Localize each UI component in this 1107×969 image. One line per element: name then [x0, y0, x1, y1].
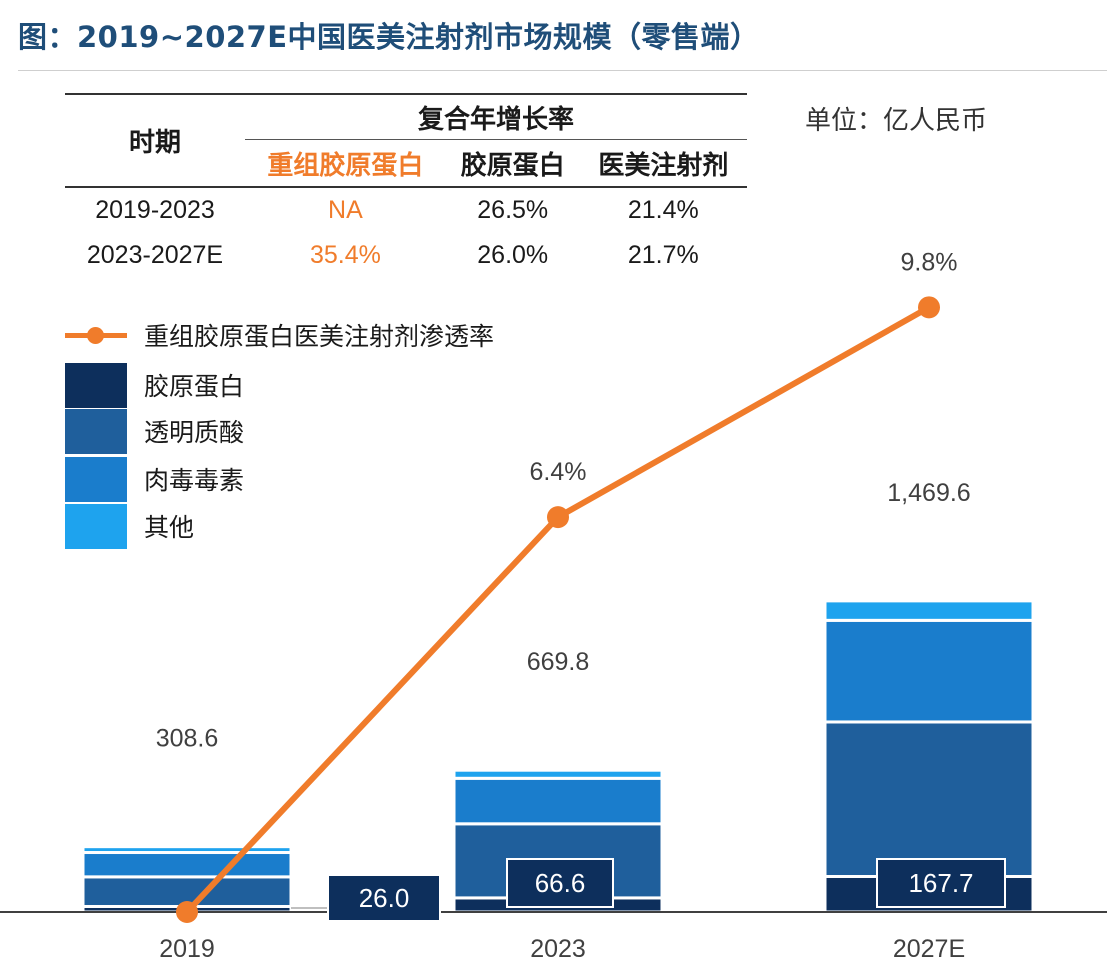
chart-title: 图：2019~2027E中国医美注射剂市场规模（零售端） — [18, 20, 760, 54]
row-period: 2023-2027E — [86, 241, 224, 269]
cagr-table: 时期 复合年增长率 重组胶原蛋白 胶原蛋白 医美注射剂 2019-2023 NA… — [65, 93, 747, 278]
collagen-value-label: 66.6 — [535, 868, 586, 898]
col-header-recombinant-collagen: 重组胶原蛋白 — [245, 139, 446, 188]
penetration-rate-point — [547, 506, 569, 529]
table-row: 2019-2023 NA 26.5% 21.4% — [65, 187, 747, 233]
legend-label: 重组胶原蛋白医美注射剂渗透率 — [144, 322, 495, 351]
penetration-rate-label: 6.4% — [530, 458, 587, 486]
collagen-value-box — [876, 858, 1006, 908]
cagr-recombinant-collagen: 35.4% — [309, 241, 381, 269]
bar-segment-other — [452, 768, 664, 780]
legend-item-collagen: 胶原蛋白 — [65, 362, 244, 408]
cagr-collagen: 26.5% — [477, 196, 549, 224]
cagr-recombinant-collagen: NA — [328, 196, 363, 224]
legend-swatch-other — [65, 503, 127, 549]
x-tick-label: 2019 — [159, 935, 215, 963]
collagen-value-box — [327, 874, 441, 922]
bar-segment-other — [823, 599, 1035, 622]
legend-item-botulinum: 肉毒毒素 — [65, 456, 244, 502]
penetration-rate-label: 9.8% — [901, 248, 958, 276]
line-marker-icon — [65, 312, 127, 358]
total-label: 669.8 — [527, 648, 590, 676]
col-header-injectables: 医美注射剂 — [579, 139, 747, 188]
x-tick-label: 2023 — [530, 935, 586, 963]
legend-label: 胶原蛋白 — [144, 372, 245, 401]
penetration-rate-point — [918, 296, 940, 319]
penetration-rate-point — [176, 901, 198, 923]
legend-item-hyaluronic: 透明质酸 — [65, 408, 244, 454]
total-label: 1,469.6 — [887, 479, 970, 507]
legend-item-penetration-rate: 重组胶原蛋白医美注射剂渗透率 — [65, 312, 494, 358]
legend-item-other: 其他 — [65, 503, 194, 549]
collagen-value-box — [506, 858, 614, 908]
bar-segment-botulinum — [81, 851, 293, 879]
table-row: 2023-2027E 35.4% 26.0% 21.7% — [65, 233, 747, 278]
total-label: 308.6 — [156, 725, 219, 753]
bar-segment-botulinum — [823, 618, 1035, 724]
unit-label: 单位：亿人民币 — [805, 106, 988, 136]
bar-segment-botulinum — [452, 776, 664, 826]
cagr-group-header: 复合年增长率 — [245, 93, 747, 140]
cagr-injectables: 21.7% — [627, 241, 699, 269]
legend-swatch-hyaluronic — [65, 408, 127, 454]
legend-swatch-collagen — [65, 362, 127, 408]
legend-label: 其他 — [144, 513, 195, 542]
legend-label: 肉毒毒素 — [144, 466, 245, 495]
period-header: 时期 — [65, 93, 245, 188]
bar-segment-hyaluronic — [823, 720, 1035, 878]
legend-swatch-botulinum — [65, 456, 127, 502]
collagen-value-label: 167.7 — [908, 868, 973, 898]
x-tick-label: 2027E — [893, 935, 965, 963]
cagr-collagen: 26.0% — [477, 241, 549, 269]
legend-label: 透明质酸 — [144, 418, 245, 447]
title-divider — [18, 70, 1107, 71]
bar-segment-other — [81, 845, 293, 855]
collagen-value-label: 26.0 — [359, 883, 410, 913]
col-header-collagen: 胶原蛋白 — [445, 139, 580, 188]
cagr-injectables: 21.4% — [627, 196, 699, 224]
row-period: 2019-2023 — [95, 196, 215, 224]
